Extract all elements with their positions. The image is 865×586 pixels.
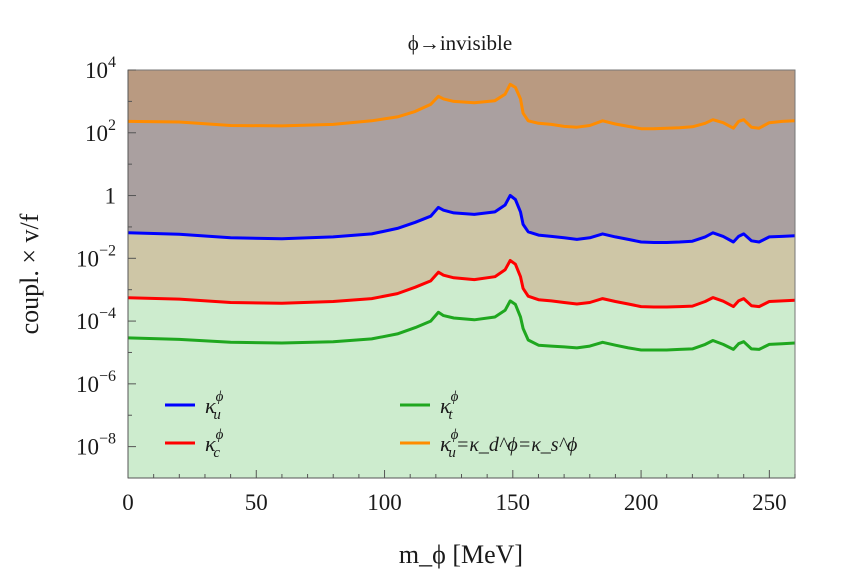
y-tick-base: 10	[85, 121, 108, 146]
legend-symbol: κ	[440, 393, 451, 418]
x-tick-label: 50	[245, 490, 268, 515]
y-tick-label: 10−8	[76, 431, 116, 460]
y-tick-label: 102	[85, 117, 116, 146]
chart-title: ϕ→invisible	[408, 31, 512, 55]
y-tick-base: 10	[76, 435, 99, 460]
y-tick-exponent: −6	[99, 368, 116, 385]
y-tick-exponent: 4	[108, 54, 116, 71]
x-tick-label: 150	[496, 490, 531, 515]
y-tick-base: 1	[105, 184, 117, 209]
legend-superscript: ϕ	[451, 427, 459, 443]
series-line-3	[127, 259, 796, 309]
legend-superscript: ϕ	[216, 427, 224, 443]
band-top-fill	[128, 70, 795, 129]
y-tick-base: 10	[76, 372, 99, 397]
y-tick-label: 10−2	[76, 242, 116, 271]
series-line-2	[127, 194, 796, 244]
legend-superscript: ϕ	[451, 389, 459, 405]
x-tick-label: 250	[752, 490, 787, 515]
area-fills	[128, 70, 795, 478]
y-tick-label: 1	[105, 184, 117, 209]
y-tick-label: 10−4	[76, 305, 116, 334]
legend-subscript: c	[213, 445, 220, 461]
legend-symbol: κ	[205, 431, 216, 456]
y-tick-label: 10−6	[76, 368, 116, 397]
legend-label: κϕ u	[205, 389, 224, 423]
y-tick-exponent: −2	[99, 242, 116, 259]
x-axis-label: m_ϕ [MeV]	[399, 540, 523, 569]
band-fill-1	[128, 84, 795, 243]
y-tick-base: 10	[85, 58, 108, 83]
y-tick-base: 10	[76, 309, 99, 334]
x-tick-label: 0	[122, 490, 134, 515]
y-tick-exponent: 2	[108, 117, 116, 134]
legend-extra: =κ_d^ϕ=κ_s^ϕ	[456, 434, 578, 456]
legend-subscript: t	[448, 407, 453, 423]
legend-subscript: u	[448, 445, 456, 461]
series-line-4	[127, 299, 796, 352]
legend-label: κϕ u=κ_d^ϕ=κ_s^ϕ	[440, 427, 577, 461]
legend: κϕ u κϕ tκϕ c κϕ u=κ_d^ϕ=κ_s^ϕ	[165, 389, 577, 461]
legend-symbol: κ	[440, 431, 451, 456]
legend-label: κϕ t	[440, 389, 459, 423]
series-line-1	[127, 82, 796, 131]
legend-label: κϕ c	[205, 427, 224, 461]
x-tick-label: 200	[624, 490, 659, 515]
band-fill-2	[128, 195, 795, 307]
y-tick-base: 10	[76, 246, 99, 271]
y-axis-label: coupl. × v/f	[15, 213, 44, 334]
y-tick-label: 104	[85, 54, 116, 83]
y-tick-exponent: −4	[99, 305, 116, 322]
legend-superscript: ϕ	[216, 389, 224, 405]
series-lines	[127, 82, 796, 352]
y-tick-exponent: −8	[99, 431, 116, 448]
x-tick-label: 100	[367, 490, 402, 515]
band-fill-4	[128, 300, 795, 478]
legend-subscript: u	[213, 407, 221, 423]
legend-symbol: κ	[205, 393, 216, 418]
band-fill-3	[128, 260, 795, 350]
